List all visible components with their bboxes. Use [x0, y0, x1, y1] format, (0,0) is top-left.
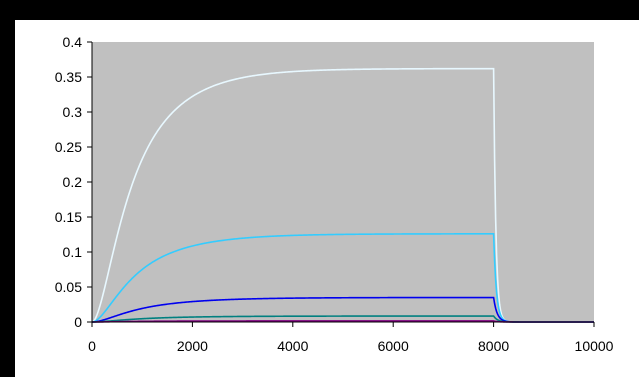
axes-layer	[87, 41, 595, 327]
line-chart: 0 0.05 0.1 0.15 0.2 0.25 0.3 0.35 0.4 0 2000 4000 60…	[55, 34, 614, 354]
y-tick-label: 0.25	[55, 139, 82, 155]
x-tick-label: 2000	[177, 338, 208, 354]
y-tick-label: 0	[74, 314, 82, 330]
x-tick-label: 8000	[478, 338, 509, 354]
chart-container: 0 0.05 0.1 0.15 0.2 0.25 0.3 0.35 0.4 0 2000 4000 60…	[15, 20, 639, 377]
plot-area	[92, 42, 594, 322]
y-tick-label: 0.3	[63, 104, 83, 120]
x-tick-label: 0	[88, 338, 96, 354]
y-tick-label: 0.15	[55, 209, 82, 225]
y-tick-label: 0.4	[63, 34, 83, 50]
y-tick-label: 0.2	[63, 174, 83, 190]
x-tick-label: 10000	[575, 338, 614, 354]
y-tick-label: 0.1	[63, 244, 83, 260]
x-tick-label: 6000	[378, 338, 409, 354]
y-tick-label: 0.05	[55, 279, 82, 295]
y-tick-label: 0.35	[55, 69, 82, 85]
tick-label-layer: 0 0.05 0.1 0.15 0.2 0.25 0.3 0.35 0.4 0 2000 4000 60…	[55, 34, 614, 354]
x-tick-label: 4000	[277, 338, 308, 354]
